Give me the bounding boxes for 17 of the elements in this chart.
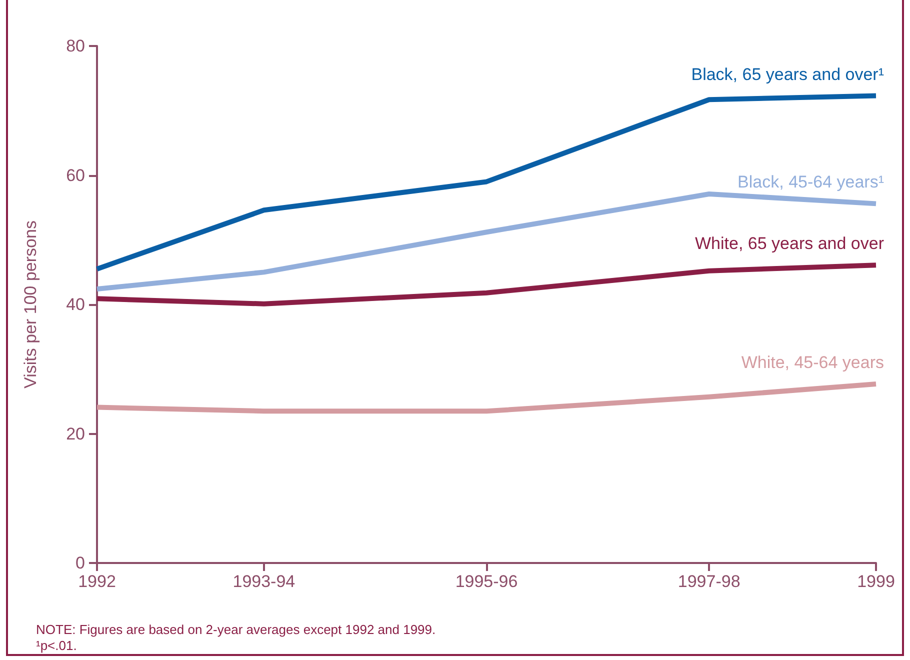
x-tick-label: 1995-96	[455, 572, 518, 591]
y-tick-label: 0	[76, 554, 85, 572]
y-tick-label: 40	[66, 295, 85, 314]
series-label: White, 45-64 years	[741, 352, 884, 372]
x-tick-label: 1992	[78, 572, 116, 591]
y-tick-label: 60	[66, 166, 85, 185]
series-label: White, 65 years and over	[695, 234, 884, 254]
y-tick-label: 20	[66, 424, 85, 444]
text: NOTE: Figures are based on 2-year averages except 1992 and 1999.	[36, 622, 436, 638]
series-label: Black, 45-64 years¹	[738, 172, 884, 192]
text: ¹p<.01.	[36, 638, 78, 654]
series-label: Black, 65 years and over¹	[691, 64, 884, 84]
x-tick-label: 1997-98	[678, 572, 740, 591]
y-axis-title: Visits per 100 persons	[21, 220, 40, 388]
x-tick-label: 1993-94	[232, 572, 296, 591]
y-tick-label: 80	[66, 36, 85, 56]
x-tick-label: 1999	[857, 572, 895, 591]
